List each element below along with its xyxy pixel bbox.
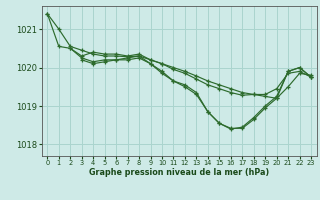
X-axis label: Graphe pression niveau de la mer (hPa): Graphe pression niveau de la mer (hPa) — [89, 168, 269, 177]
